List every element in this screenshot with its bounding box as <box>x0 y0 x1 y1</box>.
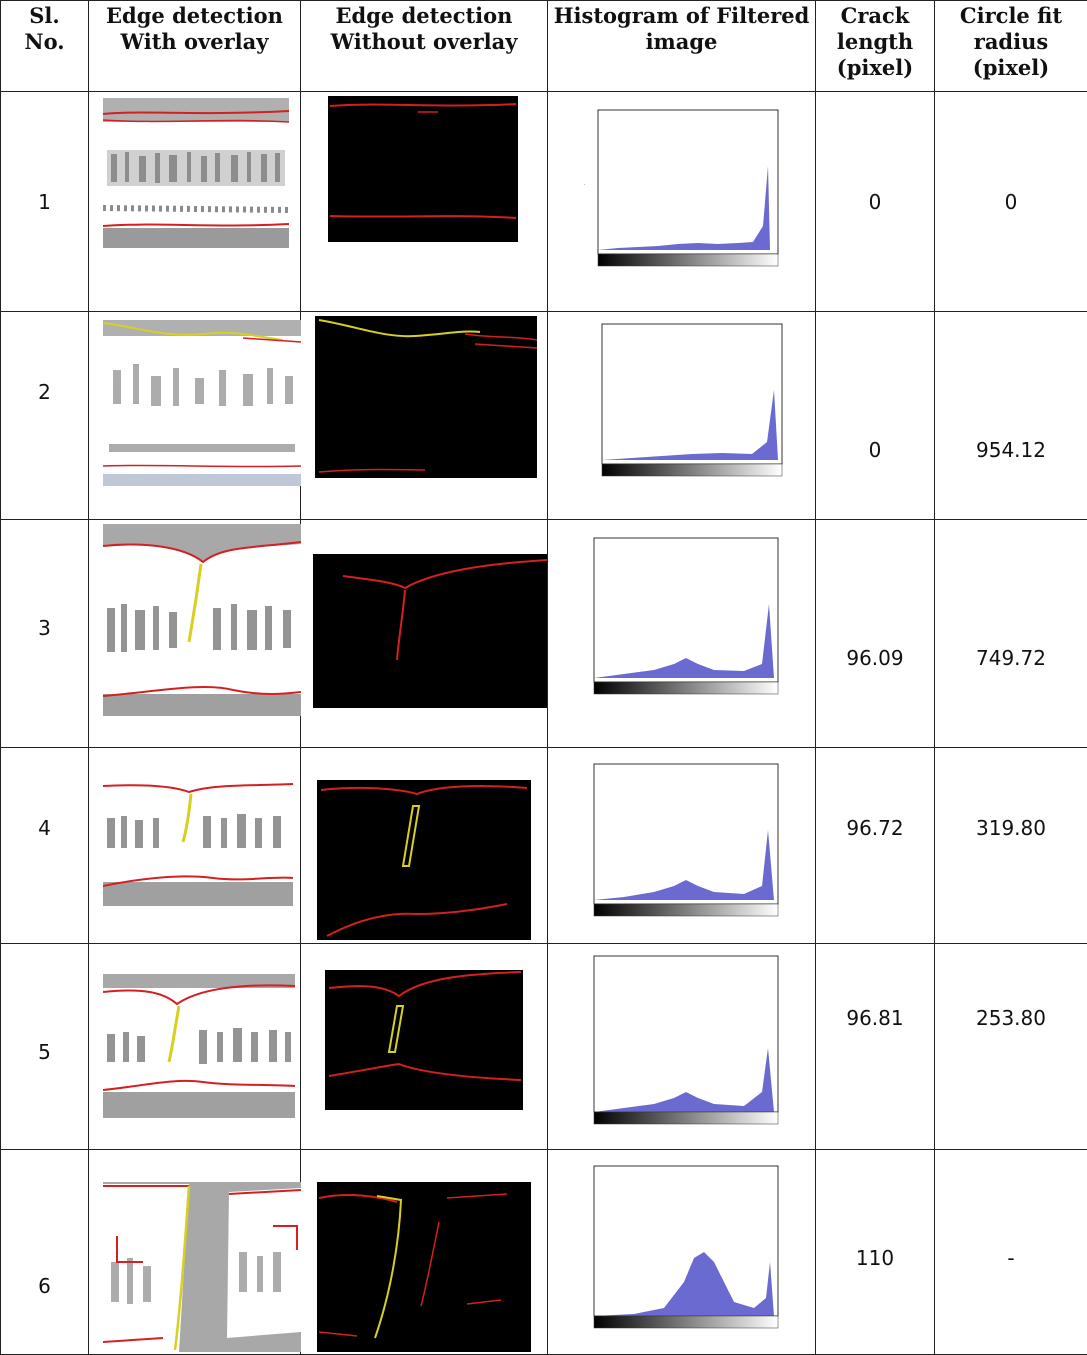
no-overlay-image-cell <box>301 312 548 520</box>
overlay-image-cell <box>89 748 301 944</box>
edge-only-image <box>313 554 547 708</box>
svg-text:·: · <box>584 182 586 188</box>
header-row: Sl. No. Edge detection With overlay Edge… <box>1 1 1087 92</box>
table-row: 1 <box>1 92 1087 312</box>
header-sl-no: Sl. No. <box>1 1 89 92</box>
overlay-image-cell <box>89 92 301 312</box>
histogram-cell <box>548 312 816 520</box>
histogram-cell <box>548 944 816 1150</box>
edge-overlay-image <box>103 1182 301 1352</box>
no-overlay-image-cell <box>301 520 548 748</box>
crack-length-value: 96.72 <box>816 748 935 944</box>
no-overlay-image-cell <box>301 748 548 944</box>
circle-fit-value: 954.12 <box>935 312 1087 520</box>
header-histogram: Histogram of Filtered image <box>548 1 816 92</box>
circle-fit-value: 0 <box>935 92 1087 312</box>
table-row: 2 <box>1 312 1087 520</box>
crack-length-value: 0 <box>816 312 935 520</box>
header-circle-fit: Circle fit radius (pixel) <box>935 1 1087 92</box>
circle-fit-value: 319.80 <box>935 748 1087 944</box>
edge-only-image <box>315 316 537 478</box>
histogram-image <box>582 320 792 492</box>
row-number: 6 <box>1 1150 89 1355</box>
edge-only-image <box>325 970 523 1110</box>
no-overlay-image-cell <box>301 92 548 312</box>
header-crack-length: Crack length (pixel) <box>816 1 935 92</box>
table-row: 4 <box>1 748 1087 944</box>
histogram-image <box>574 760 788 934</box>
edge-only-image <box>317 1182 531 1352</box>
overlay-image-cell <box>89 1150 301 1355</box>
edge-overlay-image <box>103 974 295 1118</box>
crack-length-value: 0 <box>816 92 935 312</box>
histogram-image <box>574 1162 788 1348</box>
histogram-image <box>574 534 788 710</box>
histogram-cell <box>548 520 816 748</box>
edge-overlay-image <box>103 98 289 248</box>
row-number: 1 <box>1 92 89 312</box>
histogram-image: · <box>578 106 788 282</box>
overlay-image-cell <box>89 944 301 1150</box>
edge-overlay-image <box>103 320 301 486</box>
no-overlay-image-cell <box>301 944 548 1150</box>
circle-fit-value: - <box>935 1150 1087 1355</box>
table-row: 3 <box>1 520 1087 748</box>
circle-fit-value: 253.80 <box>935 944 1087 1150</box>
row-number: 3 <box>1 520 89 748</box>
circle-fit-value: 749.72 <box>935 520 1087 748</box>
table-row: 6 <box>1 1150 1087 1355</box>
histogram-cell <box>548 1150 816 1355</box>
edge-only-image <box>328 96 518 242</box>
overlay-image-cell <box>89 312 301 520</box>
no-overlay-image-cell <box>301 1150 548 1355</box>
histogram-cell <box>548 748 816 944</box>
row-number: 5 <box>1 944 89 1150</box>
header-edge-no-overlay: Edge detection Without overlay <box>301 1 548 92</box>
edge-only-image <box>317 780 531 940</box>
crack-length-value: 96.09 <box>816 520 935 748</box>
histogram-image <box>574 952 788 1140</box>
histogram-cell: · <box>548 92 816 312</box>
row-number: 4 <box>1 748 89 944</box>
row-number: 2 <box>1 312 89 520</box>
edge-overlay-image <box>103 524 301 716</box>
table-row: 5 <box>1 944 1087 1150</box>
crack-length-value: 96.81 <box>816 944 935 1150</box>
header-edge-overlay: Edge detection With overlay <box>89 1 301 92</box>
edge-overlay-image <box>103 778 293 906</box>
crack-length-value: 110 <box>816 1150 935 1355</box>
overlay-image-cell <box>89 520 301 748</box>
